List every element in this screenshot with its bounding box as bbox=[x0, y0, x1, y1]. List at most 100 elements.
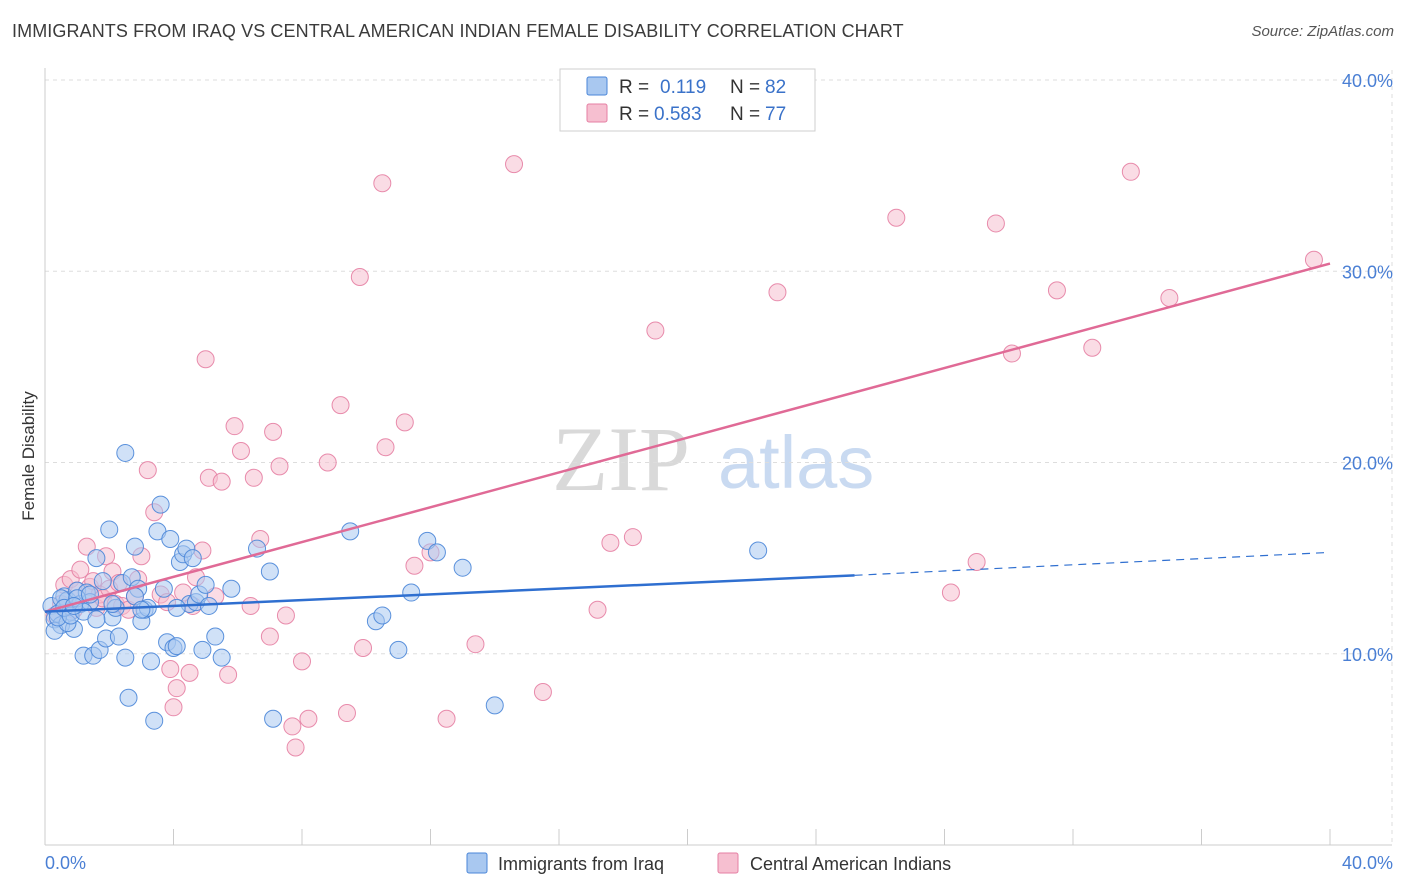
bottom-legend-swatch-iraq bbox=[466, 852, 488, 874]
point-central-american-49 bbox=[283, 717, 302, 736]
point-central-american-27 bbox=[161, 660, 180, 679]
point-central-american-23 bbox=[138, 461, 157, 480]
watermark: ZIP atlas bbox=[552, 408, 874, 510]
point-central-american-77 bbox=[1047, 281, 1066, 300]
y-tick-label-40: 40.0% bbox=[1342, 71, 1393, 91]
point-central-american-53 bbox=[318, 453, 337, 472]
x-tick-label-min: 0.0% bbox=[45, 853, 86, 873]
point-central-american-41 bbox=[231, 442, 250, 461]
point-central-american-64 bbox=[466, 635, 485, 654]
point-iraq-66 bbox=[427, 543, 446, 562]
legend-r-label-2: R = bbox=[619, 104, 649, 125]
point-central-american-54 bbox=[331, 396, 350, 415]
point-central-american-69 bbox=[623, 528, 642, 547]
point-central-american-75 bbox=[986, 214, 1005, 233]
y-tick-label-30: 30.0% bbox=[1342, 262, 1393, 282]
legend-n-value-2: 77 bbox=[765, 104, 786, 125]
y-tick-label-20: 20.0% bbox=[1342, 454, 1393, 474]
point-iraq-59 bbox=[116, 443, 135, 462]
point-central-american-55 bbox=[337, 704, 356, 723]
point-central-american-50 bbox=[286, 738, 305, 757]
point-iraq-51 bbox=[196, 575, 215, 594]
bottom-legend: Immigrants from Iraq Central American In… bbox=[466, 852, 951, 874]
point-iraq-17 bbox=[87, 549, 106, 568]
point-iraq-67 bbox=[453, 558, 472, 577]
point-central-american-71 bbox=[768, 283, 787, 302]
point-iraq-50 bbox=[193, 640, 212, 659]
point-iraq-42 bbox=[167, 637, 186, 656]
point-central-american-42 bbox=[241, 596, 260, 615]
point-iraq-58 bbox=[264, 709, 283, 728]
point-iraq-80 bbox=[132, 600, 151, 619]
point-iraq-68 bbox=[485, 696, 504, 715]
point-central-american-45 bbox=[260, 627, 279, 646]
point-central-american-28 bbox=[164, 698, 183, 717]
legend-n-value-1: 82 bbox=[765, 77, 786, 98]
legend-r-value-1: 0.119 bbox=[660, 77, 706, 98]
axes bbox=[44, 68, 1392, 846]
legend-r-value-2: 0.583 bbox=[654, 104, 702, 125]
y-tick-label-10: 10.0% bbox=[1342, 645, 1393, 665]
point-central-american-47 bbox=[270, 457, 289, 476]
point-central-american-73 bbox=[941, 583, 960, 602]
watermark-zip: ZIP bbox=[552, 408, 690, 510]
point-iraq-29 bbox=[125, 537, 144, 556]
y-axis-label: Female Disability bbox=[19, 391, 38, 521]
point-central-american-43 bbox=[244, 468, 263, 487]
tick-labels: 10.0% 20.0% 30.0% 40.0% 0.0% 40.0% bbox=[45, 71, 1393, 873]
point-iraq-40 bbox=[161, 530, 180, 548]
point-central-american-78 bbox=[1083, 338, 1102, 357]
point-iraq-54 bbox=[212, 648, 231, 667]
point-central-american-38 bbox=[212, 472, 231, 491]
chart-title: IMMIGRANTS FROM IRAQ VS CENTRAL AMERICAN… bbox=[12, 21, 904, 41]
point-central-american-65 bbox=[505, 155, 524, 174]
point-central-american-29 bbox=[167, 679, 186, 698]
legend-swatch-iraq bbox=[586, 76, 608, 96]
point-iraq-52 bbox=[199, 596, 218, 615]
point-iraq-65 bbox=[418, 531, 437, 550]
series-immigrants-from-iraq-points bbox=[42, 443, 768, 730]
point-iraq-34 bbox=[142, 652, 161, 671]
point-central-american-61 bbox=[405, 556, 424, 575]
point-central-american-58 bbox=[373, 174, 392, 193]
point-iraq-21 bbox=[100, 520, 119, 539]
point-central-american-60 bbox=[395, 413, 414, 432]
source-credit: Source: ZipAtlas.com bbox=[1251, 23, 1394, 40]
point-iraq-24 bbox=[109, 627, 128, 646]
point-central-american-67 bbox=[588, 600, 607, 619]
point-central-american-80 bbox=[1160, 289, 1179, 308]
bottom-legend-label-iraq: Immigrants from Iraq bbox=[498, 854, 664, 874]
point-central-american-59 bbox=[376, 438, 395, 457]
point-iraq-55 bbox=[222, 579, 241, 598]
point-central-american-56 bbox=[350, 267, 369, 286]
point-iraq-62 bbox=[373, 606, 392, 625]
point-iraq-27 bbox=[119, 688, 138, 707]
point-central-american-48 bbox=[276, 606, 295, 625]
point-central-american-52 bbox=[299, 709, 318, 728]
point-iraq-79 bbox=[87, 610, 106, 629]
point-iraq-81 bbox=[167, 598, 186, 617]
legend-r-label-1: R = bbox=[619, 77, 649, 98]
point-central-american-79 bbox=[1121, 162, 1140, 181]
point-iraq-19 bbox=[93, 572, 112, 591]
point-central-american-39 bbox=[219, 665, 238, 684]
point-central-american-70 bbox=[646, 321, 665, 340]
point-central-american-51 bbox=[293, 652, 311, 671]
point-central-american-63 bbox=[437, 709, 456, 728]
point-iraq-47 bbox=[183, 549, 202, 568]
point-iraq-63 bbox=[389, 640, 408, 659]
bottom-legend-swatch-central-american bbox=[717, 852, 739, 874]
point-iraq-69 bbox=[749, 541, 768, 560]
point-central-american-31 bbox=[180, 663, 199, 682]
point-central-american-6 bbox=[71, 560, 90, 579]
x-tick-label-max: 40.0% bbox=[1342, 853, 1393, 873]
point-central-american-74 bbox=[967, 552, 986, 571]
legend-n-label-2: N = bbox=[730, 104, 760, 125]
point-iraq-64 bbox=[402, 583, 421, 602]
point-central-american-66 bbox=[533, 683, 552, 701]
trend-line-iraq-extension bbox=[854, 551, 1331, 576]
trend-lines bbox=[44, 262, 1331, 613]
point-central-american-7 bbox=[77, 537, 96, 556]
bottom-legend-label-central-american: Central American Indians bbox=[750, 854, 951, 874]
